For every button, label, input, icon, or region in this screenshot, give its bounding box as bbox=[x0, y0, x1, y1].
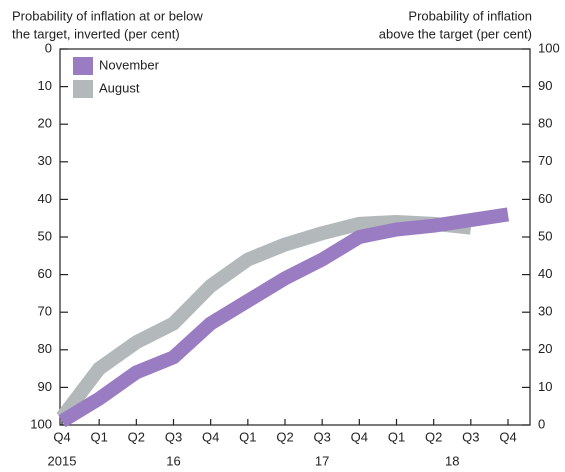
legend-swatch bbox=[73, 80, 93, 98]
year-label: 16 bbox=[166, 453, 180, 468]
y-axis-label: Probability of inflation at or below bbox=[12, 8, 203, 23]
y-tick-label: 50 bbox=[38, 228, 52, 243]
y2-tick-label: 60 bbox=[538, 191, 552, 206]
y-tick-label: 70 bbox=[38, 304, 52, 319]
y2-axis-label: above the target (per cent) bbox=[379, 26, 532, 41]
x-tick-label: Q1 bbox=[388, 429, 405, 444]
y2-tick-label: 0 bbox=[538, 416, 545, 431]
y-axis-label: the target, inverted (per cent) bbox=[12, 26, 180, 41]
x-tick-label: Q4 bbox=[202, 429, 219, 444]
y-tick-label: 80 bbox=[38, 341, 52, 356]
y2-tick-label: 10 bbox=[538, 379, 552, 394]
x-tick-label: Q3 bbox=[313, 429, 330, 444]
x-tick-label: Q2 bbox=[276, 429, 293, 444]
y2-tick-label: 80 bbox=[538, 116, 552, 131]
y2-tick-label: 20 bbox=[538, 341, 552, 356]
y2-tick-label: 70 bbox=[538, 153, 552, 168]
year-label: 2015 bbox=[48, 453, 77, 468]
y2-tick-label: 90 bbox=[538, 78, 552, 93]
year-label: 18 bbox=[445, 453, 459, 468]
y2-tick-label: 30 bbox=[538, 304, 552, 319]
y-tick-label: 60 bbox=[38, 266, 52, 281]
series-band bbox=[58, 207, 510, 428]
y-tick-label: 20 bbox=[38, 116, 52, 131]
x-tick-label: Q4 bbox=[53, 429, 70, 444]
x-tick-label: Q3 bbox=[462, 429, 479, 444]
y2-tick-label: 50 bbox=[538, 228, 552, 243]
x-tick-label: Q4 bbox=[351, 429, 368, 444]
x-tick-label: Q1 bbox=[239, 429, 256, 444]
y-tick-label: 40 bbox=[38, 191, 52, 206]
y2-tick-label: 100 bbox=[538, 40, 560, 55]
y-tick-label: 100 bbox=[30, 416, 52, 431]
legend-label: August bbox=[99, 80, 140, 95]
y-tick-label: 30 bbox=[38, 153, 52, 168]
legend-swatch bbox=[73, 57, 93, 75]
y2-axis-label: Probability of inflation bbox=[408, 8, 532, 23]
y-tick-label: 10 bbox=[38, 78, 52, 93]
y-tick-label: 90 bbox=[38, 379, 52, 394]
year-label: 17 bbox=[315, 453, 329, 468]
x-tick-label: Q4 bbox=[499, 429, 516, 444]
x-tick-label: Q2 bbox=[425, 429, 442, 444]
x-tick-label: Q2 bbox=[128, 429, 145, 444]
y-tick-label: 0 bbox=[45, 40, 52, 55]
x-tick-label: Q1 bbox=[90, 429, 107, 444]
legend-label: November bbox=[99, 57, 160, 72]
x-tick-label: Q3 bbox=[165, 429, 182, 444]
y2-tick-label: 40 bbox=[538, 266, 552, 281]
